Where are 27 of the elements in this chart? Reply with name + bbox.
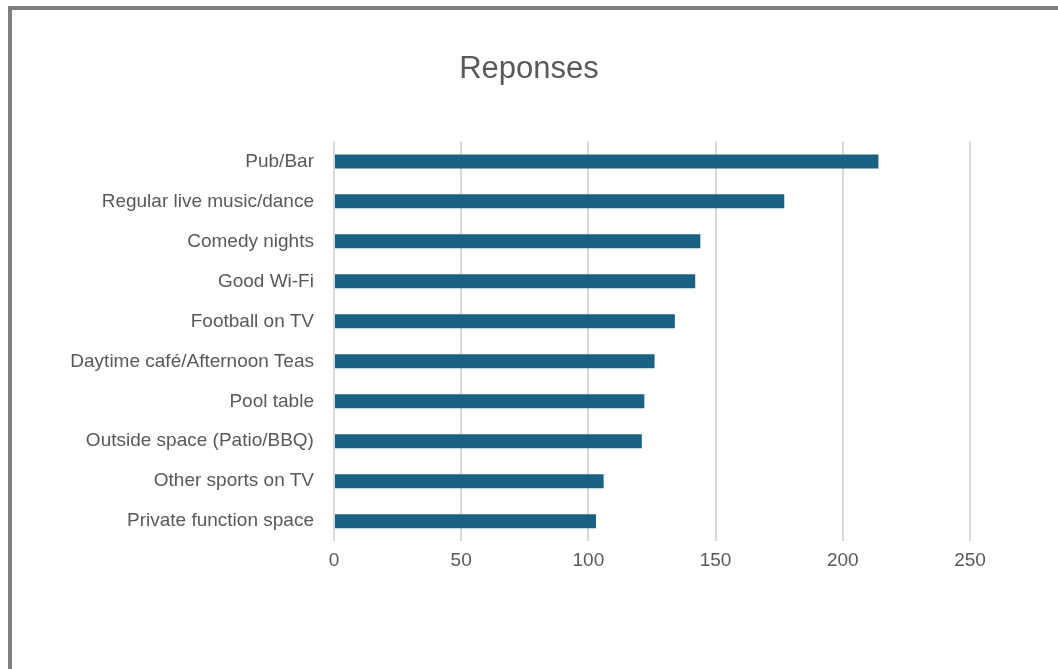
bar	[334, 514, 597, 529]
y-tick-label: Regular live music/dance	[101, 189, 314, 211]
x-tick-label: 150	[699, 548, 732, 570]
x-tick-label: 250	[954, 548, 986, 570]
y-tick-label: Pool table	[229, 389, 314, 411]
y-tick-label: Good Wi-Fi	[217, 269, 314, 291]
x-tick-label: 50	[450, 548, 472, 570]
bar	[334, 274, 696, 289]
bar	[334, 194, 785, 209]
bar	[334, 314, 675, 329]
bar	[334, 234, 701, 249]
y-tick-label: Comedy nights	[187, 229, 314, 251]
bar	[334, 434, 642, 449]
bar	[334, 474, 604, 489]
y-tick-label: Pub/Bar	[245, 149, 315, 171]
x-tick-label: 0	[328, 548, 340, 570]
y-tick-label: Daytime café/Afternoon Teas	[70, 349, 314, 371]
y-tick-label: Outside space (Patio/BBQ)	[85, 429, 314, 451]
bar	[334, 394, 645, 409]
chart-title: Reponses	[458, 50, 600, 86]
y-tick-label: Other sports on TV	[153, 469, 315, 491]
y-tick-label: Private function space	[127, 509, 314, 531]
bar	[334, 154, 879, 169]
bar	[334, 354, 655, 369]
x-tick-label: 100	[572, 548, 605, 570]
y-tick-label: Football on TV	[190, 309, 315, 331]
x-tick-label: 200	[826, 548, 859, 570]
